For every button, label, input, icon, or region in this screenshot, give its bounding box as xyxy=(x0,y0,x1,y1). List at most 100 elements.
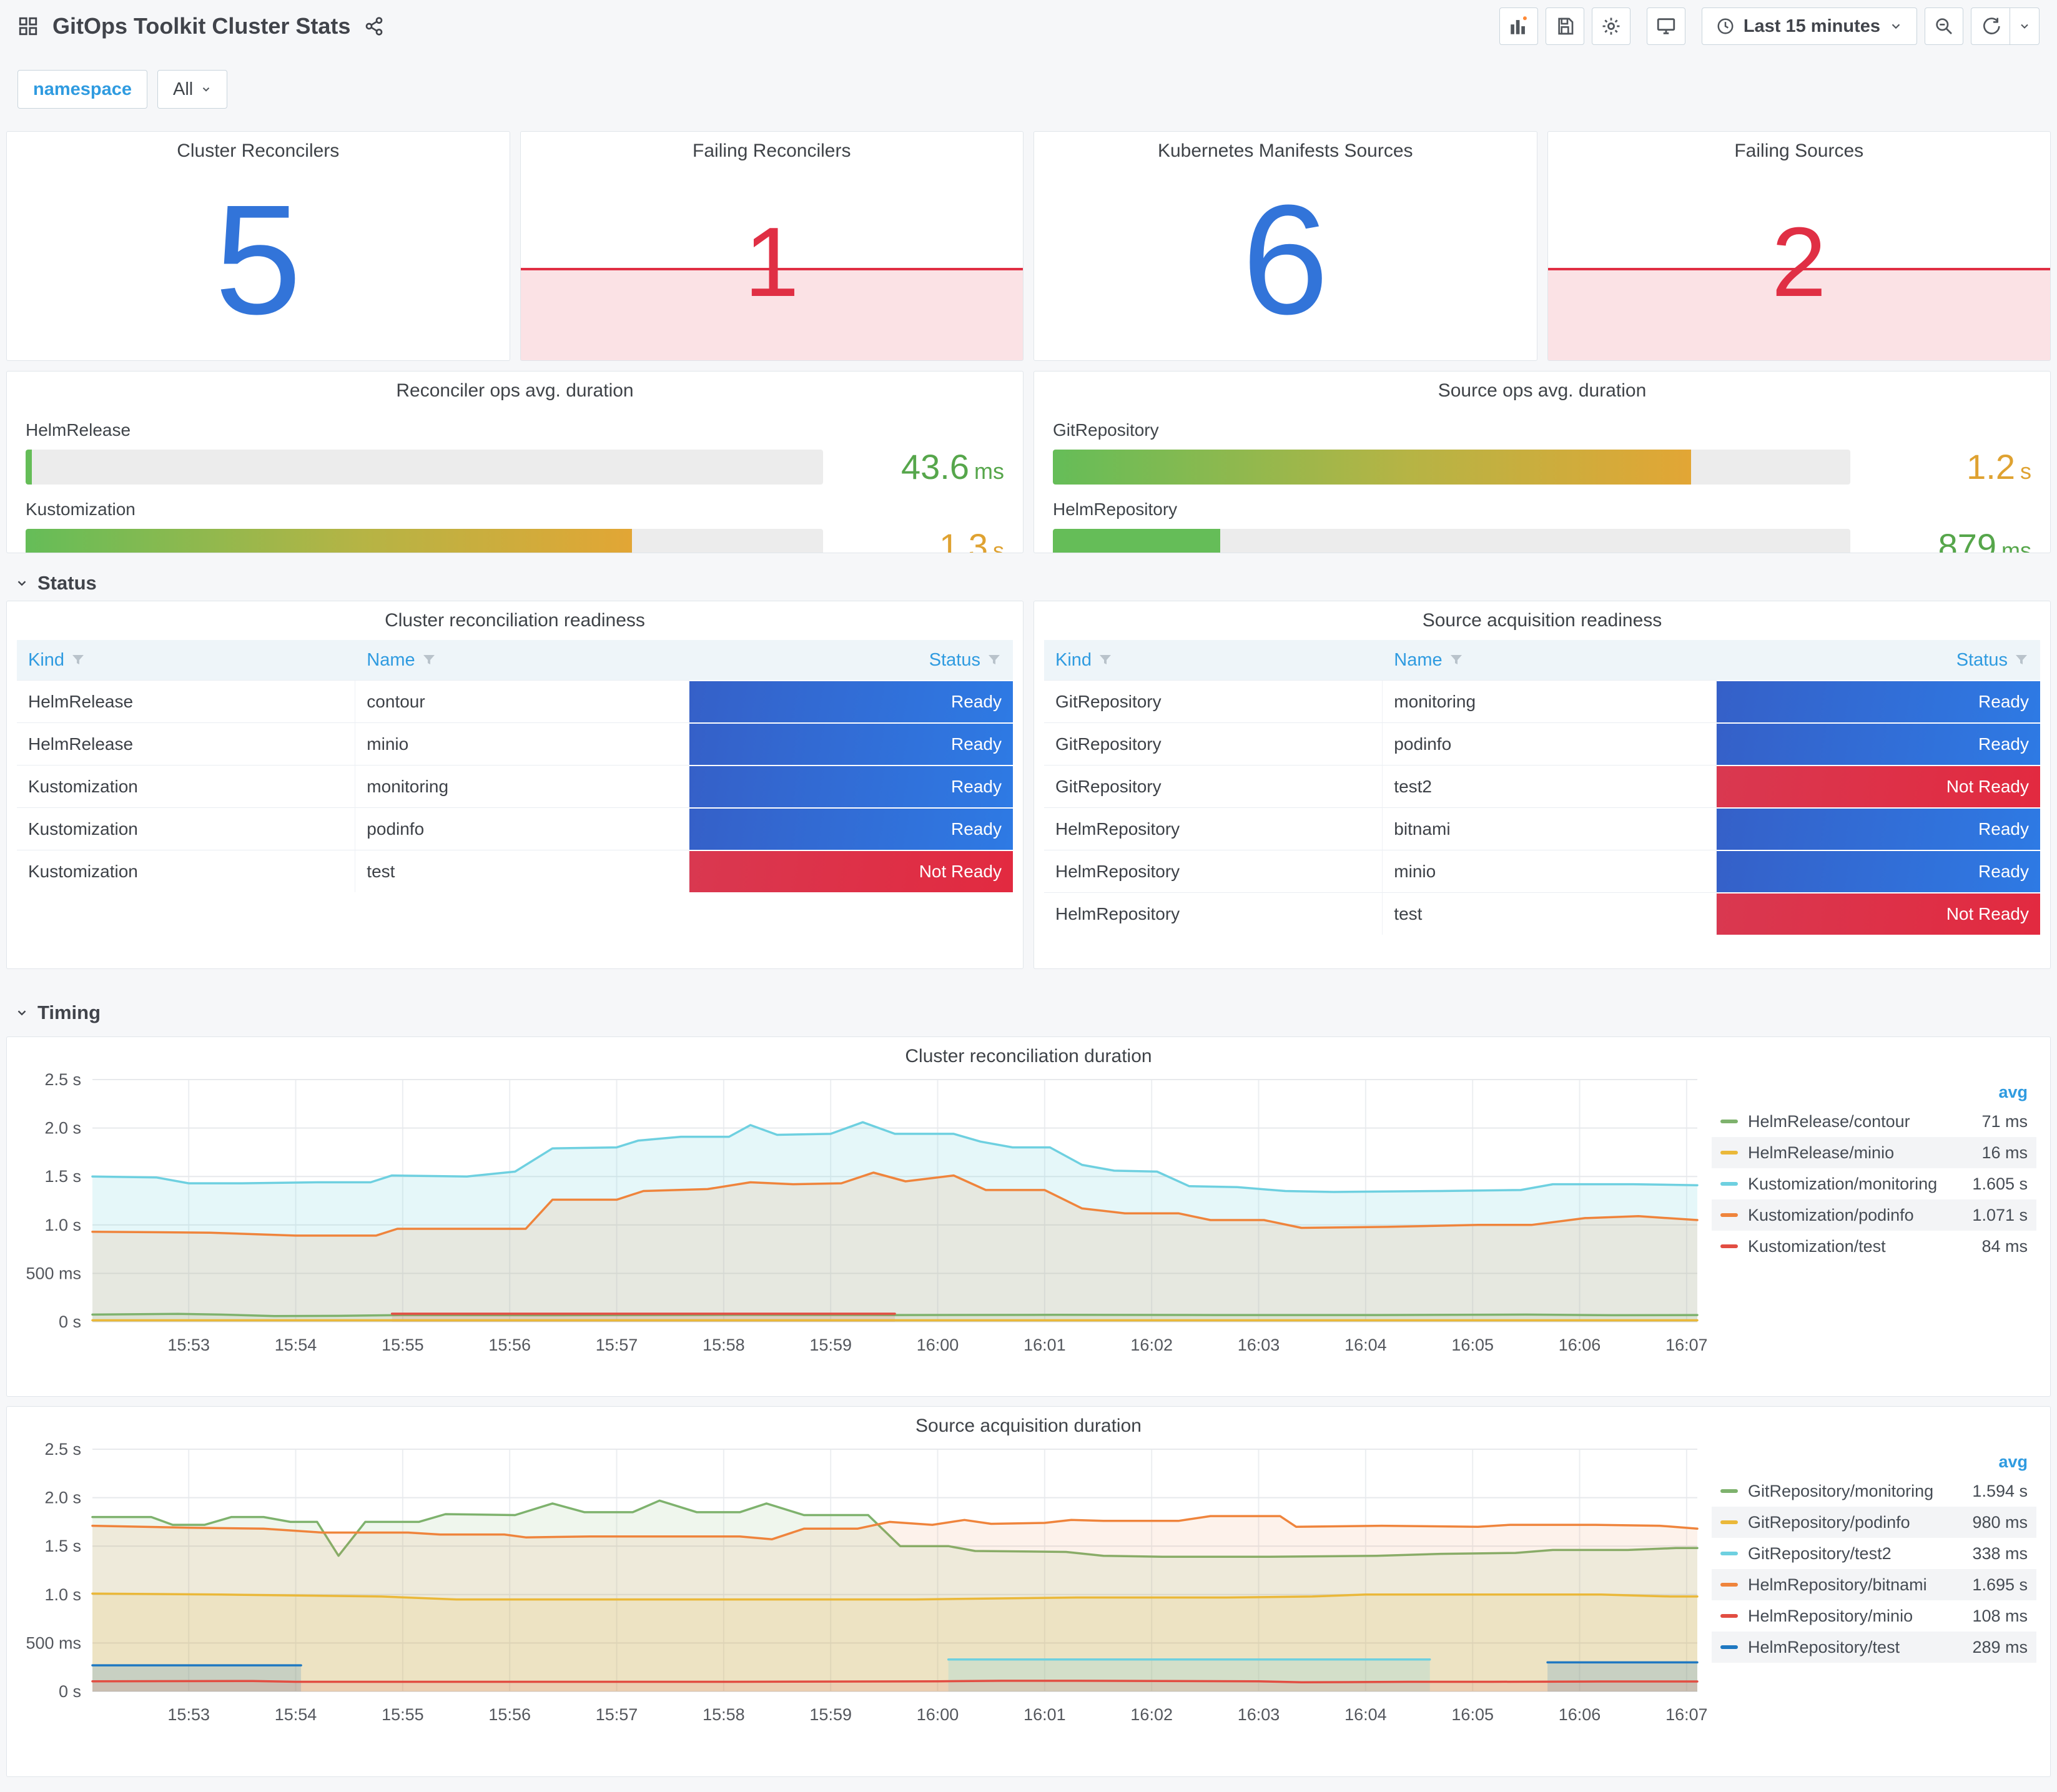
status-badge: Ready xyxy=(1716,681,2040,722)
legend-row[interactable]: HelmRelease/minio 16 ms xyxy=(1712,1137,2036,1168)
cycle-view-button[interactable] xyxy=(1646,7,1685,45)
filter-icon[interactable] xyxy=(1449,652,1464,667)
gauge-value: 879 ms xyxy=(1850,526,2031,553)
panel-cluster-reconciliation-duration: Cluster reconciliation duration 15:53 15:5… xyxy=(6,1036,2051,1397)
series-color-dash xyxy=(1720,1120,1738,1123)
column-header-status[interactable]: Status xyxy=(1717,640,2040,680)
section-status[interactable]: Status xyxy=(15,572,97,594)
legend-avg-header[interactable]: avg xyxy=(1998,1452,2028,1471)
legend-row[interactable]: Kustomization/test 84 ms xyxy=(1712,1231,2036,1262)
column-header-name[interactable]: Name xyxy=(1383,640,1716,680)
legend-row[interactable]: HelmRelease/contour 71 ms xyxy=(1712,1106,2036,1137)
x-axis-tick: 16:04 xyxy=(1344,1336,1387,1354)
legend-row[interactable]: HelmRepository/test 289 ms xyxy=(1712,1632,2036,1663)
variable-value-dropdown[interactable]: All xyxy=(157,70,228,109)
legend-avg-value: 16 ms xyxy=(1981,1143,2028,1162)
chevron-down-icon xyxy=(1889,19,1903,33)
x-axis-tick: 15:53 xyxy=(167,1705,210,1724)
time-series-plot[interactable]: 15:53 15:54 15:55 15:56 15:57 15:58 15:59 16:00… xyxy=(21,1072,1707,1387)
legend-row[interactable]: GitRepository/test2 338 ms xyxy=(1712,1538,2036,1569)
panel-title: Source acquisition readiness xyxy=(1422,610,1662,631)
cell-kind: HelmRelease xyxy=(17,722,356,765)
x-axis-tick: 15:56 xyxy=(488,1705,531,1724)
add-panel-button[interactable] xyxy=(1499,7,1538,45)
column-header-kind[interactable]: Kind xyxy=(1044,640,1383,680)
legend-series-name: HelmRelease/minio xyxy=(1748,1143,1895,1162)
chart-legend: avg HelmRelease/contour 71 ms HelmRelease/m… xyxy=(1712,1078,2036,1262)
panel-source-acquisition-duration: Source acquisition duration 15:53 15:54 15:… xyxy=(6,1406,2051,1777)
legend-row[interactable]: HelmRepository/minio 108 ms xyxy=(1712,1600,2036,1632)
legend-series-name: GitRepository/monitoring xyxy=(1748,1481,1934,1500)
status-badge: Not Ready xyxy=(689,851,1013,892)
legend-row[interactable]: Kustomization/monitoring 1.605 s xyxy=(1712,1168,2036,1199)
y-axis-tick: 0 s xyxy=(59,1682,81,1701)
legend-row[interactable]: GitRepository/monitoring 1.594 s xyxy=(1712,1475,2036,1507)
legend-avg-value: 289 ms xyxy=(1972,1637,2028,1657)
clock-icon xyxy=(1716,17,1735,36)
variable-label-namespace[interactable]: namespace xyxy=(17,70,147,109)
legend-avg-header[interactable]: avg xyxy=(1998,1082,2028,1101)
series-line xyxy=(91,1515,1699,1541)
legend-series-name: Kustomization/monitoring xyxy=(1748,1174,1938,1193)
status-badge: Not Ready xyxy=(1716,894,2040,935)
share-icon[interactable] xyxy=(364,16,384,36)
legend-avg-value: 84 ms xyxy=(1981,1236,2028,1256)
section-timing[interactable]: Timing xyxy=(15,1002,101,1024)
legend-row[interactable]: Kustomization/podinfo 1.071 s xyxy=(1712,1199,2036,1231)
gauge-panel: Source ops avg. duration GitRepository 1.2… xyxy=(1033,371,2051,553)
chevron-down-icon xyxy=(15,576,29,590)
filter-icon[interactable] xyxy=(71,652,86,667)
section-timing-label: Timing xyxy=(37,1002,101,1023)
legend-series-name: GitRepository/test2 xyxy=(1748,1543,1892,1563)
status-badge: Ready xyxy=(1716,724,2040,765)
legend-avg-value: 1.071 s xyxy=(1972,1205,2028,1224)
cell-name: test xyxy=(355,850,689,892)
table-row: HelmRelease contour Ready xyxy=(17,680,1013,722)
cell-kind: HelmRepository xyxy=(1044,892,1383,935)
gauge-value-number: 43.6 xyxy=(901,447,969,486)
table-panel: Cluster reconciliation readiness Kind Name… xyxy=(6,601,1024,969)
refresh-button[interactable] xyxy=(1971,7,2010,45)
legend-avg-value: 71 ms xyxy=(1981,1111,2028,1131)
x-axis-tick: 15:54 xyxy=(275,1336,317,1354)
filter-icon[interactable] xyxy=(1098,652,1113,667)
gauge-fill xyxy=(26,528,632,553)
time-series-plot[interactable]: 15:53 15:54 15:55 15:56 15:57 15:58 15:59 16:00… xyxy=(21,1442,1707,1757)
x-axis-tick: 16:05 xyxy=(1451,1705,1494,1724)
gauge-value-number: 1.2 xyxy=(1966,447,2015,486)
zoom-out-button[interactable] xyxy=(1925,7,1963,45)
column-header-status[interactable]: Status xyxy=(689,640,1013,680)
save-dashboard-button[interactable] xyxy=(1545,7,1584,45)
refresh-interval-dropdown[interactable] xyxy=(2010,7,2040,45)
y-axis-tick: 2.0 s xyxy=(44,1119,81,1138)
status-badge: Not Ready xyxy=(1716,766,2040,807)
series-color-dash xyxy=(1720,1244,1738,1248)
stat-panel: Failing Sources 2 xyxy=(1547,131,2051,361)
dashboard-settings-button[interactable] xyxy=(1591,7,1630,45)
cell-kind: Kustomization xyxy=(17,807,356,850)
filter-icon[interactable] xyxy=(422,652,437,667)
table-row: HelmRelease minio Ready xyxy=(17,722,1013,765)
column-header-kind[interactable]: Kind xyxy=(17,640,355,680)
x-axis-tick: 15:59 xyxy=(809,1336,852,1354)
column-header-name[interactable]: Name xyxy=(355,640,689,680)
dashboard-grid-icon xyxy=(17,16,39,37)
gauge-value-unit: s xyxy=(993,538,1004,553)
filter-icon[interactable] xyxy=(2014,652,2029,667)
x-axis-tick: 16:01 xyxy=(1024,1705,1066,1724)
series-color-dash xyxy=(1720,1182,1738,1186)
series-line xyxy=(91,1171,1699,1237)
cell-name: monitoring xyxy=(355,765,689,807)
status-badge: Ready xyxy=(689,724,1013,765)
legend-row[interactable]: HelmRepository/bitnami 1.695 s xyxy=(1712,1569,2036,1600)
column-header-label: Name xyxy=(367,649,415,670)
gauge-row: GitRepository 1.2 s xyxy=(1053,420,2031,487)
filter-icon[interactable] xyxy=(987,652,1002,667)
legend-series-name: HelmRepository/bitnami xyxy=(1748,1575,1927,1594)
gauge-track xyxy=(26,528,823,553)
column-header-label: Name xyxy=(1394,649,1443,670)
gauge-track xyxy=(1053,528,1850,553)
y-axis-tick: 2.5 s xyxy=(44,1442,81,1459)
time-range-picker[interactable]: Last 15 minutes xyxy=(1701,7,1917,45)
legend-row[interactable]: GitRepository/podinfo 980 ms xyxy=(1712,1507,2036,1538)
